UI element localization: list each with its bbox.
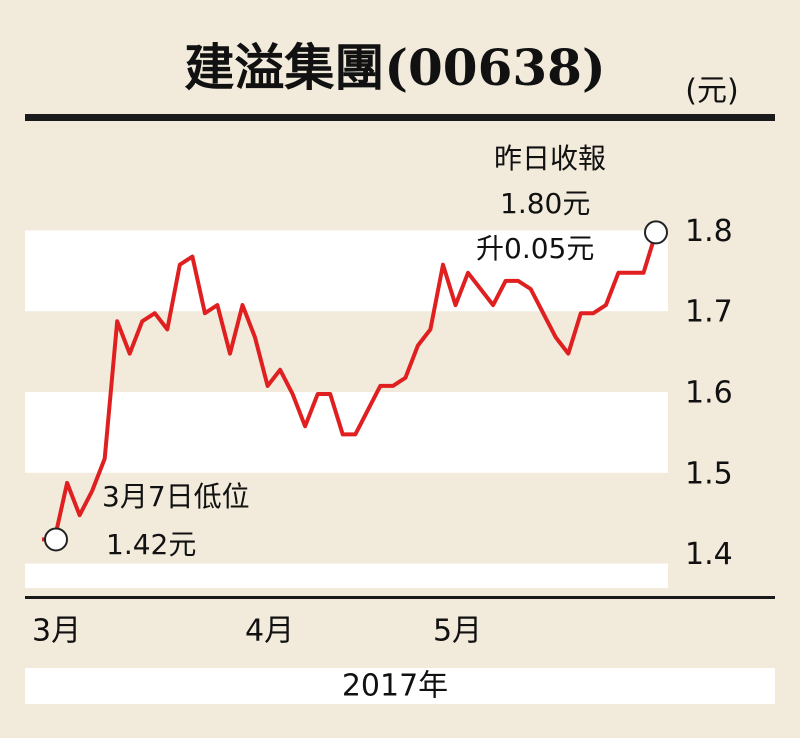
annotation: 3月7日低位 [102,480,250,513]
band [25,563,668,588]
annotation: 1.80元 [500,187,590,220]
y-tick-label: 1.4 [685,537,733,572]
x-tick-label: 5月 [433,614,482,649]
x-axis-label: 2017年 [342,669,448,704]
x-tick-label: 4月 [245,614,294,649]
annotation: 1.42元 [106,528,196,561]
band [25,230,668,312]
chart-title: 建溢集團(00638) [184,38,605,97]
y-tick-label: 1.7 [685,295,733,330]
x-axis-line [25,596,775,599]
y-tick-label: 1.8 [685,214,733,249]
marker [44,527,68,552]
unit-label: (元) [685,74,738,109]
marker [644,220,668,245]
annotation: 昨日收報 [494,142,606,175]
x-tick-label: 3月 [32,614,81,649]
title-rule [25,114,775,121]
price-line [42,231,658,542]
y-tick-label: 1.6 [685,376,733,411]
year-band [25,668,775,704]
y-tick-label: 1.5 [685,456,733,491]
annotation: 升0.05元 [476,232,594,265]
